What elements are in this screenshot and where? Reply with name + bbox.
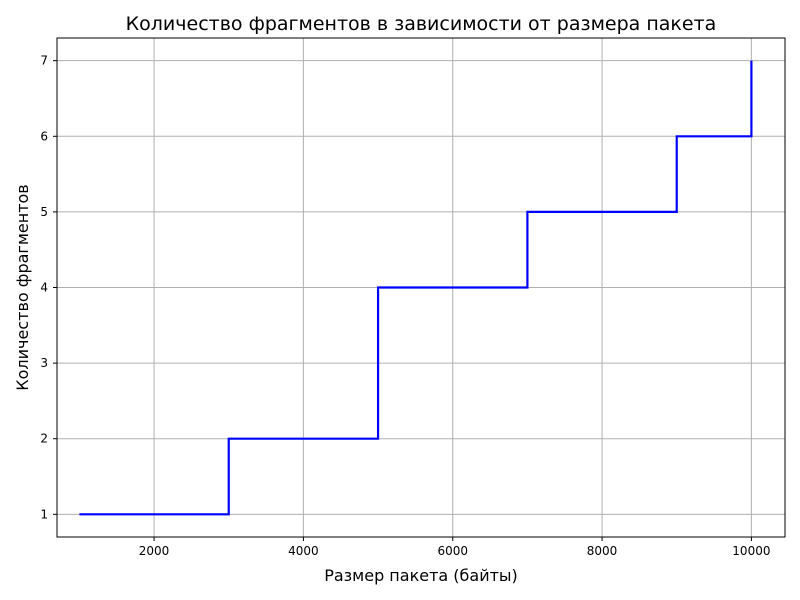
x-tick-label: 6000 [437, 544, 468, 558]
x-tick-label: 4000 [288, 544, 319, 558]
x-tick-label: 10000 [732, 544, 770, 558]
x-tick-label: 2000 [139, 544, 170, 558]
y-tick-label: 3 [40, 356, 48, 370]
y-tick-label: 2 [40, 432, 48, 446]
y-tick-label: 7 [40, 54, 48, 68]
chart-title: Количество фрагментов в зависимости от р… [126, 13, 717, 35]
y-tick-label: 5 [40, 205, 48, 219]
y-axis-label: Количество фрагментов [13, 184, 32, 390]
y-tick-label: 1 [40, 507, 48, 521]
y-tick-label: 6 [40, 129, 48, 143]
y-tick-label: 4 [40, 281, 48, 295]
x-axis-label: Размер пакета (байты) [324, 566, 518, 585]
x-tick-label: 8000 [587, 544, 618, 558]
